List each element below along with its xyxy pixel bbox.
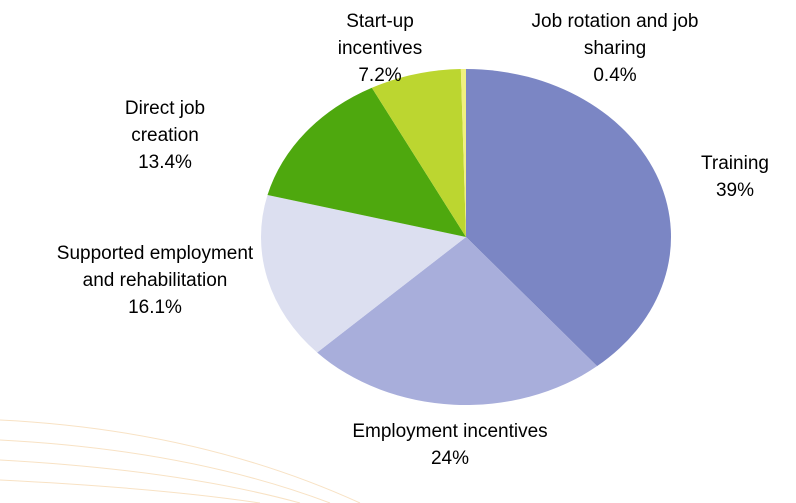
category-label: Job rotation and job sharing — [531, 11, 699, 59]
category-label: Start-up incentives — [337, 11, 423, 59]
pie-slice — [267, 87, 466, 238]
value-label: 39% — [715, 180, 755, 201]
value-label: 13.4% — [138, 152, 192, 173]
pie-slice — [460, 69, 466, 237]
pie-slice — [260, 195, 466, 353]
category-label: Training — [701, 153, 769, 174]
pie-slice — [371, 69, 466, 237]
category-label: Direct job creation — [124, 98, 206, 146]
pie-slice — [317, 237, 598, 406]
slice-label: Start-up incentives 7.2% — [305, 8, 455, 89]
slice-label: Direct job creation 13.4% — [90, 95, 240, 176]
value-label: 0.4% — [593, 65, 637, 86]
value-label: 24% — [430, 448, 470, 469]
background-decoration — [0, 419, 361, 503]
slice-label: Supported employment and rehabilitation 1… — [50, 240, 260, 321]
value-label: 16.1% — [128, 297, 182, 318]
category-label: Supported employment and rehabilitation — [56, 243, 254, 291]
slice-label: Job rotation and job sharing 0.4% — [515, 8, 715, 89]
value-label: 7.2% — [358, 65, 402, 86]
slice-label: Employment incentives 24% — [350, 418, 550, 472]
slice-label: Training 39% — [680, 150, 790, 204]
category-label: Employment incentives — [352, 421, 548, 442]
pie-slice — [466, 69, 672, 367]
